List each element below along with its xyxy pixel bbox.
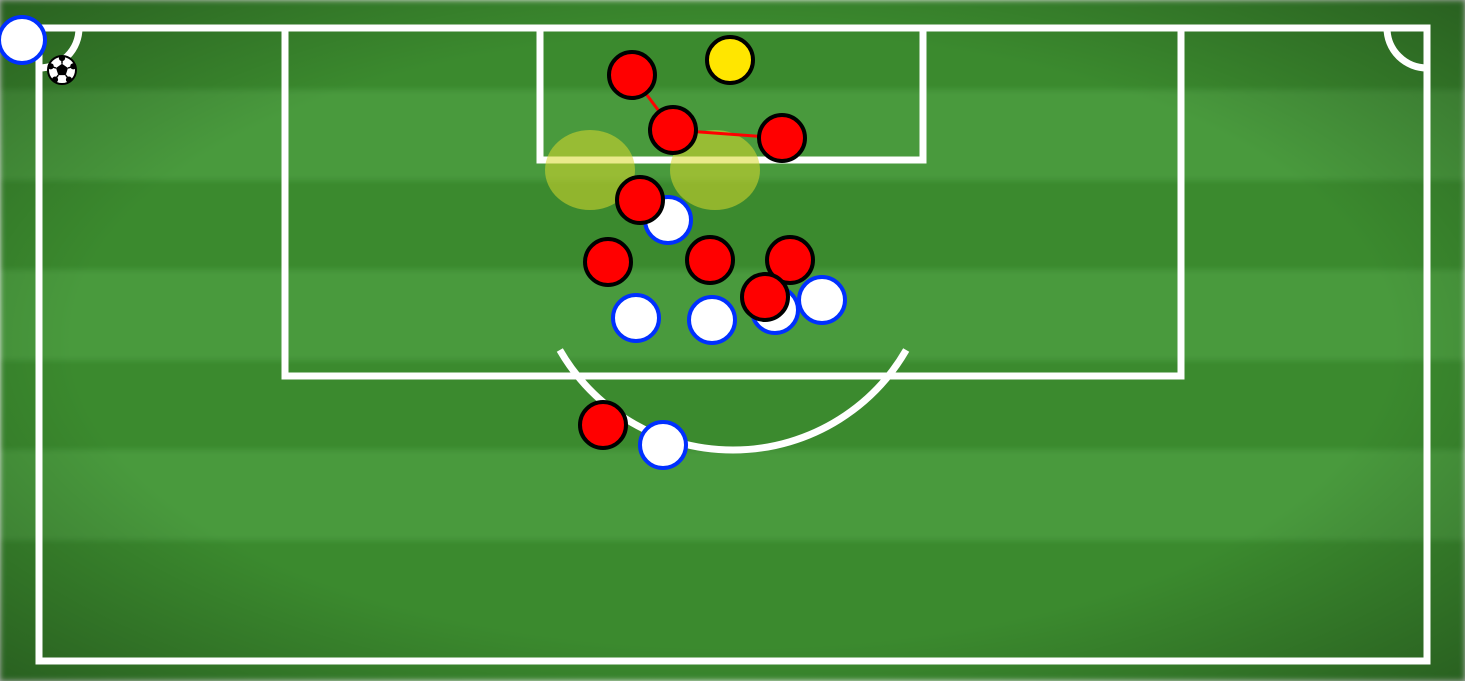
player-white (613, 295, 659, 341)
player-red (687, 237, 733, 283)
player-red (759, 115, 805, 161)
pitch-background (0, 0, 1465, 681)
player-white (640, 422, 686, 468)
player-red (742, 274, 788, 320)
player-white (689, 297, 735, 343)
player-yellow (707, 37, 753, 83)
player-red (617, 177, 663, 223)
ball-icon (48, 55, 77, 84)
pitch-svg (0, 0, 1465, 681)
player-red (585, 239, 631, 285)
player-red (580, 402, 626, 448)
player-white (0, 17, 45, 63)
player-white (799, 277, 845, 323)
ball-layer (48, 55, 77, 84)
player-red (609, 52, 655, 98)
tactics-diagram (0, 0, 1465, 681)
player-red (650, 107, 696, 153)
